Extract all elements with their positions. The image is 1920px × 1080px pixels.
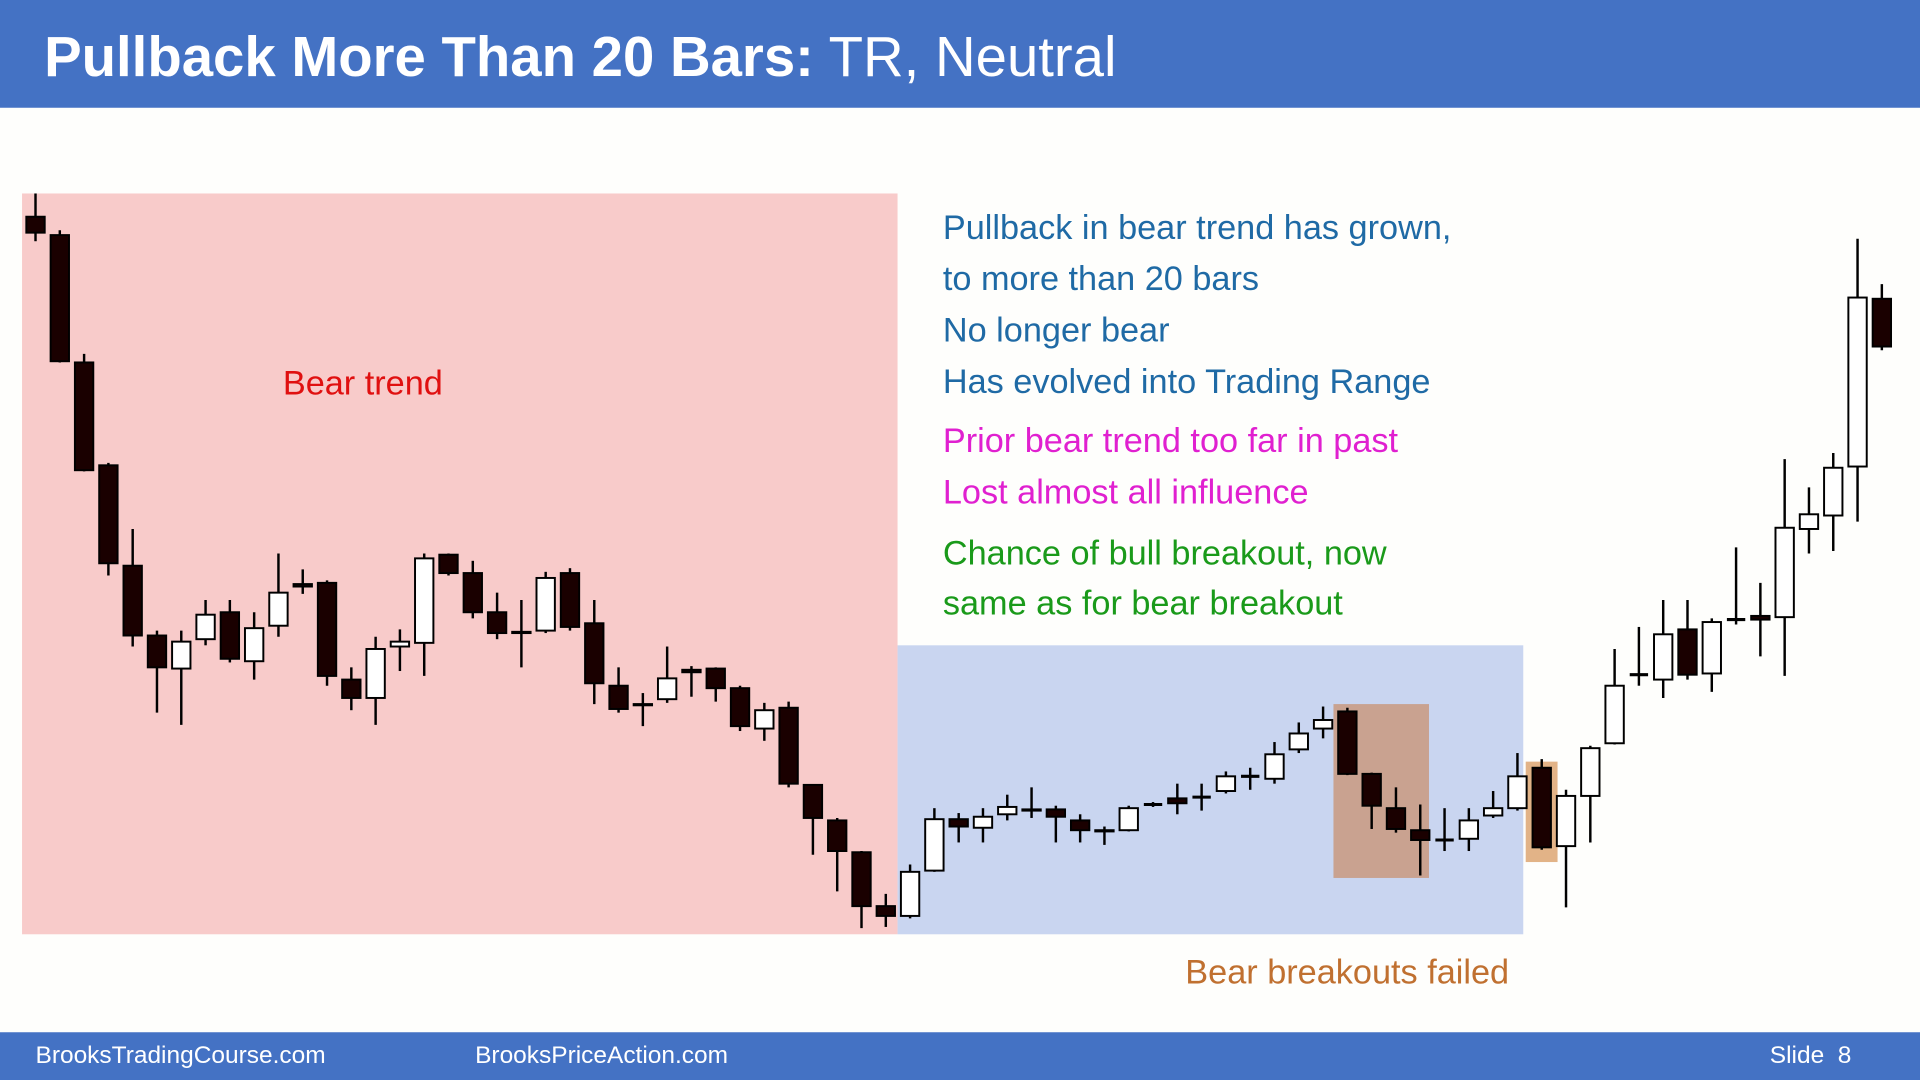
bear-body [827,819,848,853]
bull-body [924,818,945,872]
candles [25,193,1893,929]
bear-body [486,611,508,635]
bear-body [1167,797,1188,805]
bear-body [1385,807,1407,830]
annotation-line: to more than 20 bars [943,260,1259,298]
bear-body [851,851,872,908]
bear-body [632,703,654,707]
bear-body [729,687,751,728]
slide-number: Slide 8 [1770,1042,1852,1069]
bear-body [705,667,726,690]
footer-left: BrooksTradingCourse.com [36,1042,326,1069]
bear-body [948,818,969,828]
bull-body [899,870,921,917]
bear-body [219,611,241,660]
title-rest: TR, Neutral [829,25,1117,88]
bull-body [268,591,289,627]
bull-body [365,648,386,699]
bull-body [243,627,265,663]
annotation-line: Chance of bull breakout, now [943,534,1387,572]
annotations: Bear trend Pullback in bear trend has gro… [283,209,1509,991]
bear-trend-region [22,193,898,935]
bull-body [1555,794,1577,848]
bull-body [171,640,192,670]
bear-body [559,572,581,628]
bull-body [414,557,435,644]
bear-body [1750,614,1771,621]
bear-body [1361,772,1382,807]
bear-body [1871,297,1893,348]
annotation-line: No longer bear [943,312,1170,350]
trading-range-region [897,645,1524,935]
annotation-line: Bear trend [283,364,443,402]
bull-body [1847,296,1868,468]
annotation-line: Pullback in bear trend has grown, [943,209,1452,247]
footer-middle: BrooksPriceAction.com [475,1042,728,1069]
bull-body [535,576,556,632]
bull-body [1507,775,1528,810]
bear-body [1677,628,1698,676]
annotation-line: Lost almost all influence [943,473,1309,511]
bear-body [1045,808,1067,818]
header-bar [0,0,1920,108]
annotation-line: Has evolved into Trading Range [943,363,1431,401]
bull-body [1312,719,1334,730]
bear-body [73,361,95,472]
bull-body [1604,684,1625,745]
bull-body [1580,747,1601,797]
bear-body [341,678,362,699]
bear-body [25,215,46,234]
bear-body [681,668,702,674]
bull-body [1118,807,1139,832]
bull-body [1458,819,1480,840]
bull-body [972,815,994,829]
bear-body [1337,710,1358,775]
bull-body [1215,775,1237,793]
bear-body [1094,829,1115,833]
bear-body [438,553,459,575]
bear-body [608,684,629,710]
bull-body [1823,466,1844,517]
slide-title: Pullback More Than 20 Bars: TR, Neutral [44,25,1116,88]
bull-body [389,640,411,648]
title-bold: Pullback More Than 20 Bars: [44,25,814,88]
bull-body [1701,621,1722,675]
bear-body [1410,829,1431,841]
bear-body [49,234,70,363]
bear-body [875,905,896,917]
bear-body [462,572,483,614]
bear-body [778,706,799,785]
annotation-line: Bear breakouts failed [1185,953,1509,991]
bull-body [1482,807,1504,817]
bear-body [511,630,532,635]
bear-body [146,634,168,669]
footer-bar [0,1032,1920,1080]
bear-body [122,564,143,637]
bull-body [754,709,775,730]
bull-body [1264,753,1285,780]
bull-body [195,613,216,641]
bear-body [1531,766,1552,849]
bear-body [584,622,605,685]
bull-body [1288,732,1309,751]
bear-body [1021,808,1042,812]
bear-body [98,464,119,565]
annotation-line: same as for bear breakout [943,585,1343,623]
bear-body [316,581,338,677]
bull-body [997,805,1018,816]
bull-body [1774,526,1795,619]
annotation-line: Prior bear trend too far in past [943,422,1399,460]
bear-body [292,583,313,588]
bear-body [802,783,824,819]
bull-body [656,677,678,701]
bull-body [1798,513,1820,530]
bull-body [1653,633,1674,681]
bear-body [1069,819,1091,832]
